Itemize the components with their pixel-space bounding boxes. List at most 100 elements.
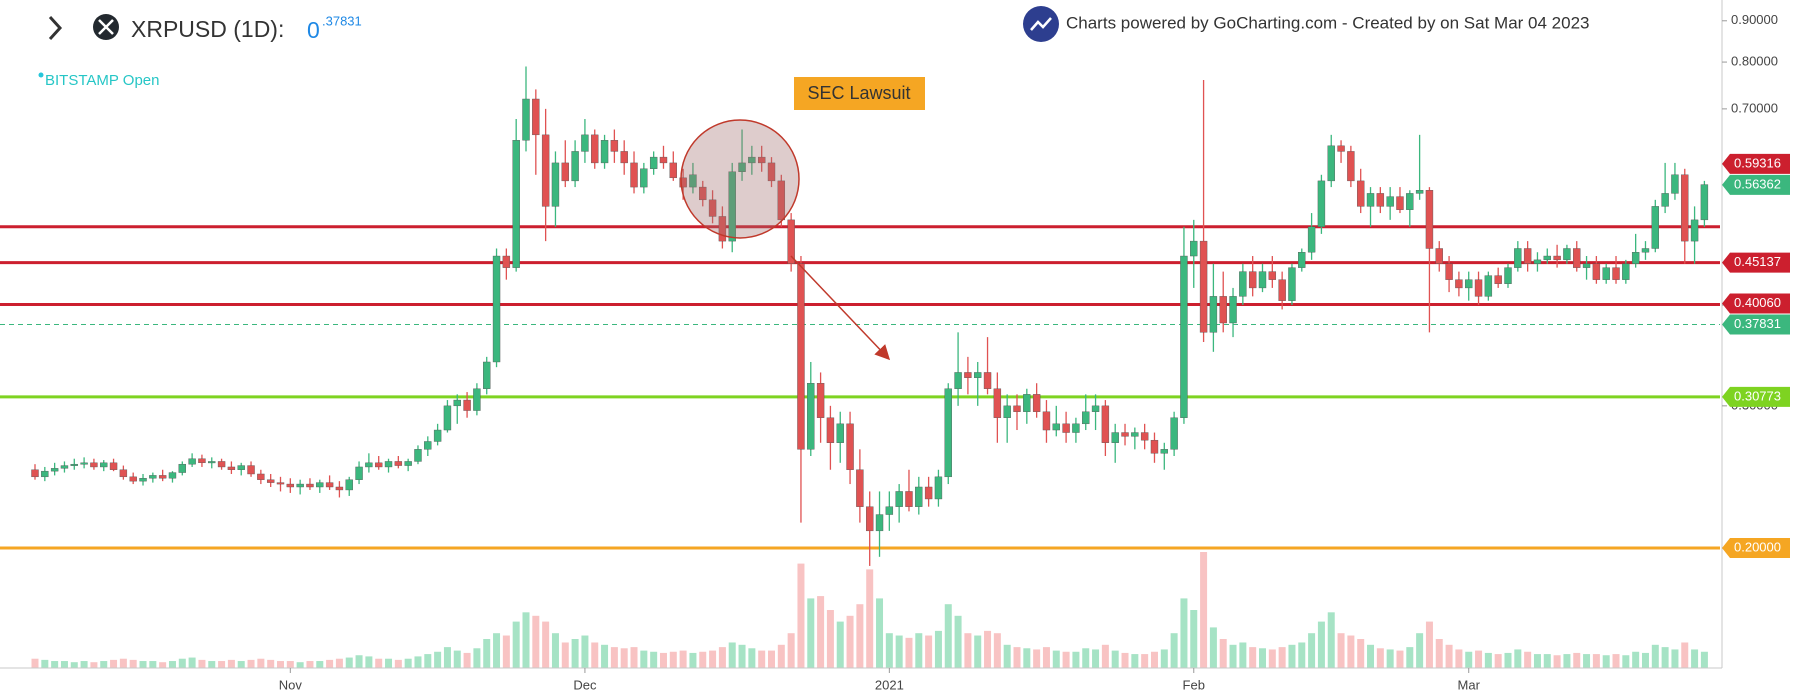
candle-body [1445, 263, 1453, 280]
candle-body [1494, 275, 1502, 284]
volume-bar [1504, 652, 1512, 668]
candle-body [1435, 248, 1443, 264]
volume-bar [512, 621, 520, 668]
x-tick-label: Mar [1458, 677, 1481, 692]
volume-bar [267, 659, 275, 668]
candle-body [1425, 190, 1434, 249]
volume-bar [905, 637, 913, 668]
volume-bar [610, 647, 618, 668]
volume-bar [394, 659, 402, 668]
candle-body [875, 514, 884, 532]
candle-body [1317, 180, 1326, 228]
volume-bar [758, 650, 766, 668]
candle-body [80, 462, 88, 465]
expand-chevron[interactable] [48, 15, 63, 41]
volume-bar [1042, 647, 1050, 668]
candle-body [1533, 259, 1542, 264]
candle-body [1376, 193, 1385, 207]
volume-bar [561, 642, 569, 668]
candle-body [1268, 271, 1277, 280]
candle-body [247, 465, 255, 475]
candle-body [414, 449, 422, 462]
candle-body [1239, 271, 1247, 297]
volume-bar [178, 658, 186, 668]
volume-bar [768, 650, 775, 668]
candle-body [1199, 240, 1208, 333]
volume-bar [404, 658, 412, 668]
candle-body [375, 462, 383, 468]
volume-bar [1170, 633, 1178, 668]
candle-body [70, 463, 78, 466]
candle-body [1631, 252, 1640, 264]
price-fraction: .37831 [322, 13, 362, 28]
candle-body [355, 466, 363, 480]
volume-bar [1052, 650, 1060, 668]
volume-bar [1583, 654, 1591, 668]
candle-body [522, 98, 530, 141]
volume-bar [1376, 648, 1384, 668]
candle-body [964, 372, 972, 378]
candle-body [512, 140, 520, 268]
volume-bar [1160, 649, 1168, 668]
candle-body [866, 506, 874, 532]
candle-body [178, 463, 187, 473]
volume-bar [630, 647, 638, 668]
volume-bar [728, 642, 736, 668]
volume-bar [601, 644, 609, 668]
candle-body [1641, 248, 1650, 253]
volume-bar [640, 650, 648, 668]
volume-bar [1003, 644, 1011, 668]
volume-bar [1150, 651, 1158, 668]
candle-body [296, 483, 304, 488]
candle-body [1327, 145, 1335, 182]
candle-body [1062, 423, 1070, 433]
volume-bar [944, 604, 952, 668]
volume-bar [424, 654, 432, 668]
candle-body [1661, 193, 1669, 207]
volume-bar [60, 661, 68, 668]
y-tick-label: 0.70000 [1731, 100, 1778, 115]
volume-bar [1406, 647, 1414, 668]
candle-body [453, 399, 461, 407]
price-whole: 0 [307, 17, 320, 43]
candle-body [649, 156, 658, 169]
volume-bar [856, 604, 864, 668]
volume-bar [110, 659, 118, 668]
gocharting-logo [1023, 6, 1059, 42]
price-label: 0.20000 [1734, 539, 1781, 554]
volume-bar [846, 615, 854, 668]
volume-bar [1671, 649, 1679, 668]
annotation-box [794, 77, 925, 110]
volume-bar [1700, 651, 1708, 668]
volume-bar [237, 661, 245, 668]
volume-bar [1327, 612, 1335, 668]
candle-body [1052, 423, 1060, 431]
candle-body [1592, 263, 1601, 280]
volume-bar [1661, 647, 1669, 668]
candle-body [1160, 449, 1169, 454]
candle-body [1474, 279, 1483, 297]
candle-body [1248, 271, 1257, 289]
volume-bar [1425, 621, 1433, 668]
candle-body [1622, 263, 1630, 280]
volume-bar [100, 661, 108, 668]
volume-bar [1288, 644, 1296, 668]
volume-bar [885, 633, 893, 668]
candle-body [1700, 184, 1709, 221]
annotation-text: SEC Lawsuit [807, 83, 910, 103]
volume-bar [551, 633, 559, 668]
candle-body [1101, 405, 1110, 443]
x-tick-label: Feb [1183, 677, 1205, 692]
volume-bar [1337, 633, 1345, 668]
volume-bar [777, 644, 785, 668]
volume-bar [1563, 654, 1571, 668]
candle-body [433, 429, 442, 442]
candle-body [532, 98, 540, 136]
candle-body [1209, 296, 1218, 333]
volume-bar [168, 661, 176, 668]
candle-body [119, 469, 128, 478]
volume-bar [1092, 649, 1100, 668]
candle-body [846, 423, 854, 470]
volume-bar [984, 630, 992, 668]
candle-body [31, 469, 39, 478]
